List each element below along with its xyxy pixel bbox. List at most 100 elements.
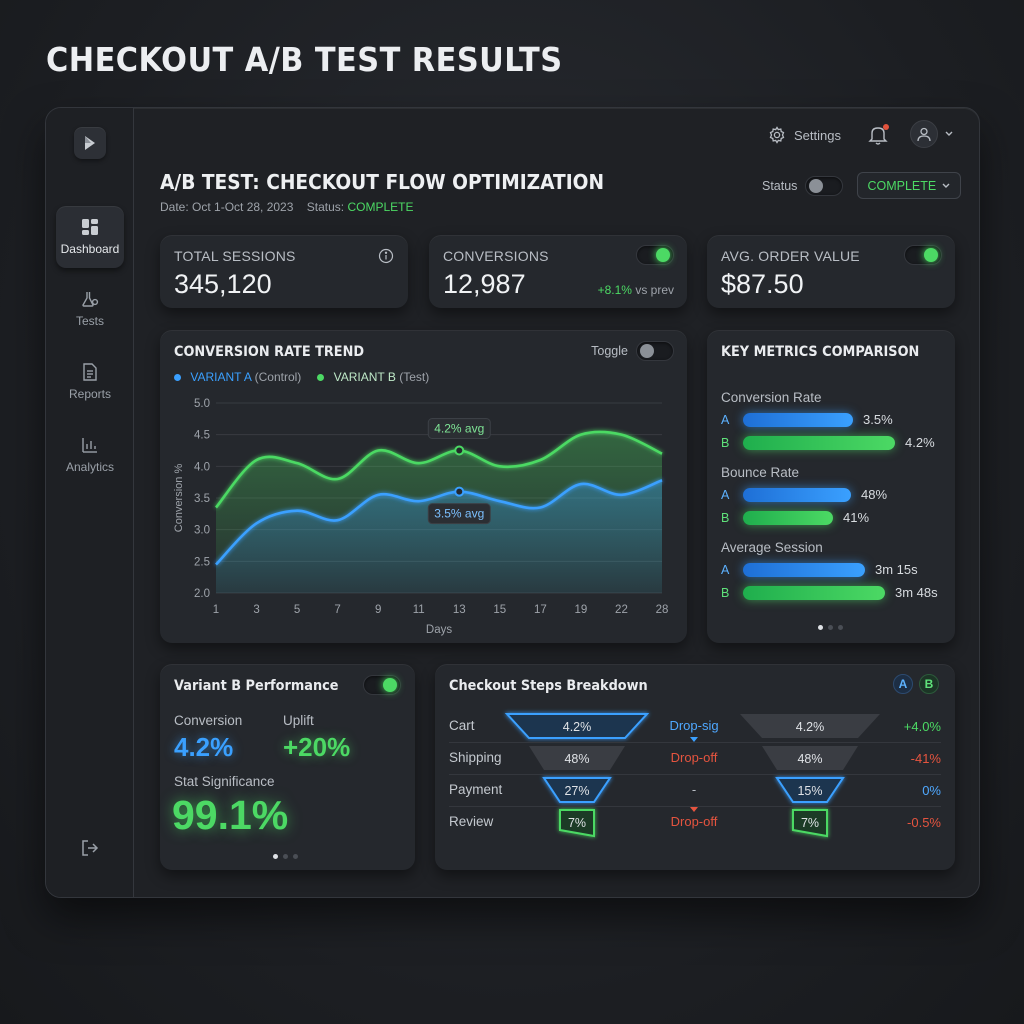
- metric-bar-b: [743, 585, 885, 600]
- sidebar-item-label: Tests: [75, 314, 104, 328]
- step-change: +4.0%: [903, 719, 941, 734]
- sidebar-item-tests[interactable]: Tests: [56, 278, 124, 340]
- kpi-card-sessions: TOTAL SESSIONS 345,120: [160, 235, 408, 308]
- metric-bar-a: [743, 562, 865, 577]
- status-value: COMPLETE: [347, 200, 414, 214]
- x-tick-label: 3: [253, 604, 259, 616]
- user-menu[interactable]: [910, 120, 954, 148]
- dashboard-grid-icon: [82, 219, 98, 235]
- drop-label: Drop-sig: [669, 718, 719, 733]
- funnel-segment-b: [740, 714, 880, 738]
- metric-row-a: A 3m 15s: [721, 562, 918, 577]
- trend-chart: 5.04.54.03.53.02.52.01 3 5 7 9 11 13 15 17 19 22 28…: [173, 398, 668, 636]
- funnel-value-a: 4.2%: [563, 720, 592, 734]
- legend-dot-a: [174, 374, 181, 382]
- step-divider: [449, 806, 941, 807]
- logout-button[interactable]: [80, 838, 100, 863]
- step-label: Cart: [449, 718, 475, 733]
- avatar: [910, 120, 938, 148]
- badge-b[interactable]: B: [919, 674, 939, 694]
- annotation-point[interactable]: [454, 445, 465, 456]
- funnel-segment-a: [504, 713, 650, 739]
- metric-bar-b: [743, 510, 833, 525]
- chevron-down-icon: [942, 183, 950, 188]
- step-change: 0%: [922, 783, 941, 798]
- annotation-box: [427, 418, 491, 439]
- metric-value: 3.5%: [863, 412, 893, 427]
- bell-icon: [868, 127, 888, 145]
- funnel-segment-b: [792, 809, 828, 838]
- pagination-dots[interactable]: [818, 625, 843, 630]
- variant-b-title: Variant B Performance: [174, 678, 339, 694]
- step-change: -41%: [910, 751, 941, 766]
- annotation-label: 3.5% avg: [434, 507, 484, 521]
- kpi-label: TOTAL SESSIONS: [174, 248, 296, 264]
- info-icon[interactable]: [378, 248, 394, 264]
- sidebar-item-label: Reports: [68, 387, 112, 401]
- checkout-steps-card: Checkout Steps Breakdown A B 4.2% 4.2% 48%…: [435, 664, 955, 870]
- funnel-chart: 4.2% 4.2% 48% 48% 27% 15% 7% 7%: [504, 713, 880, 838]
- legend-name-b: VARIANT B: [333, 370, 396, 384]
- kpi-card-conversions: CONVERSIONS 12,987 +8.1% vs prev: [429, 235, 687, 308]
- funnel-value-a: 48%: [564, 752, 589, 766]
- kpi-delta-suffix: vs prev: [635, 283, 674, 297]
- legend-item-a[interactable]: VARIANT A (Control): [174, 370, 301, 384]
- series-line-b: [214, 430, 663, 509]
- step-divider: [449, 774, 941, 775]
- drop-label: Drop-off: [670, 750, 718, 765]
- kpi-label: CONVERSIONS: [443, 248, 549, 264]
- annotation-box: [427, 503, 491, 525]
- legend-item-b[interactable]: VARIANT B (Test): [317, 370, 429, 384]
- settings-button[interactable]: Settings: [768, 126, 841, 144]
- step-label: Payment: [449, 782, 503, 797]
- sidebar-item-analytics[interactable]: Analytics: [56, 424, 124, 486]
- sidebar-item-reports[interactable]: Reports: [56, 351, 124, 413]
- flask-icon: [82, 292, 99, 307]
- x-tick-label: 15: [493, 604, 506, 616]
- y-tick-label: 5.0: [194, 398, 210, 410]
- metric-group-label: Conversion Rate: [721, 390, 822, 405]
- page-title: CHECKOUT A/B TEST RESULTS: [46, 40, 563, 79]
- sidebar: Dashboard Tests Reports Analytics: [46, 108, 134, 897]
- annotation-label: 4.2% avg: [434, 422, 484, 436]
- uplift-value: +20%: [283, 732, 351, 762]
- notifications-button[interactable]: [868, 124, 889, 151]
- kpi-value: 345,120: [174, 269, 272, 299]
- x-tick-label: 5: [294, 604, 300, 616]
- significance-value: 99.1%: [172, 792, 289, 838]
- user-icon: [917, 127, 931, 142]
- kpi-delta: +8.1% vs prev: [598, 283, 674, 297]
- variant-b-card: Variant B Performance Conversion 4.2% Up…: [160, 664, 415, 870]
- sidebar-item-dashboard[interactable]: Dashboard: [56, 206, 124, 268]
- trend-toggle[interactable]: [636, 341, 674, 361]
- kpi-value: 12,987: [443, 269, 526, 299]
- drop-arrow-icon: [690, 737, 698, 742]
- conversions-toggle[interactable]: [636, 245, 674, 265]
- funnel-segment-b: [775, 777, 845, 803]
- aov-toggle[interactable]: [904, 245, 942, 265]
- annotation-point[interactable]: [454, 486, 465, 497]
- status-control: Status COMPLETE: [762, 172, 962, 199]
- legend-suffix-b: (Test): [399, 370, 430, 384]
- trend-card: CONVERSION RATE TREND Toggle VARIANT A (…: [160, 330, 687, 643]
- status-select[interactable]: COMPLETE: [857, 172, 962, 199]
- metric-value: 4.2%: [905, 435, 935, 450]
- chevron-down-icon: [945, 131, 953, 136]
- trend-toggle-label: Toggle: [591, 344, 628, 358]
- metric-bar-b: [743, 435, 895, 450]
- badge-a[interactable]: A: [893, 674, 913, 694]
- x-tick-label: 1: [213, 604, 219, 616]
- variant-b-toggle[interactable]: [363, 675, 401, 695]
- variant-letter: B: [721, 585, 730, 600]
- step-label: Shipping: [449, 750, 502, 765]
- y-tick-label: 3.0: [194, 525, 210, 537]
- metric-row-a: A 48%: [721, 487, 887, 502]
- y-tick-label: 2.0: [194, 588, 210, 600]
- metric-group-label: Average Session: [721, 540, 823, 555]
- bar-chart-icon: [82, 438, 97, 453]
- funnel-segment-a: [542, 777, 612, 803]
- status-toggle[interactable]: [805, 175, 844, 196]
- app-logo[interactable]: [74, 127, 106, 159]
- trend-title: CONVERSION RATE TREND: [174, 344, 365, 360]
- pagination-dots[interactable]: [273, 854, 298, 859]
